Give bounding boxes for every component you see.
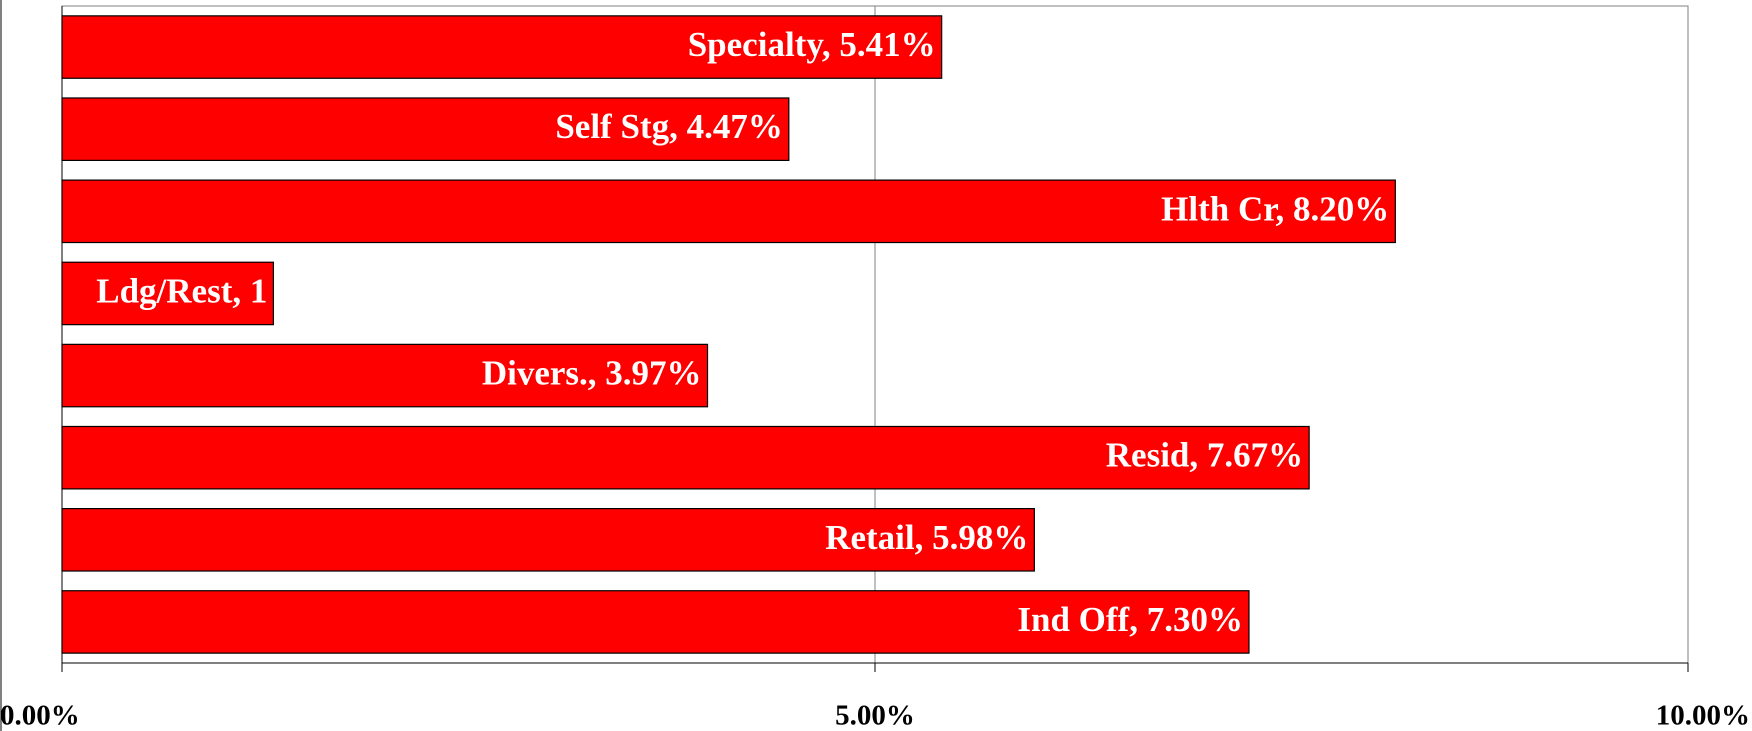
bar <box>61 508 1035 572</box>
bar <box>61 343 709 408</box>
x-tick-label: 5.00% <box>835 700 915 731</box>
bar <box>61 261 274 326</box>
data-label: Specialty, 5.41% <box>688 25 936 64</box>
data-label: Ind Off, 7.30% <box>1017 600 1243 639</box>
data-label: Retail, 5.98% <box>825 518 1028 557</box>
data-label: Hlth Cr, 8.20% <box>1161 189 1389 228</box>
x-tick-label: 10.00% <box>1656 700 1750 731</box>
bar <box>61 97 790 161</box>
bar <box>61 179 1396 244</box>
data-label: Self Stg, 4.47% <box>555 107 783 146</box>
data-label: Divers., 3.97% <box>482 354 702 393</box>
x-tick-label: 0.00% <box>0 700 80 731</box>
bar <box>61 425 1310 490</box>
data-label: Resid, 7.67% <box>1106 436 1303 475</box>
data-label: Ldg/Rest, 1 <box>96 271 267 310</box>
bar <box>61 590 1250 654</box>
bar <box>61 15 943 79</box>
